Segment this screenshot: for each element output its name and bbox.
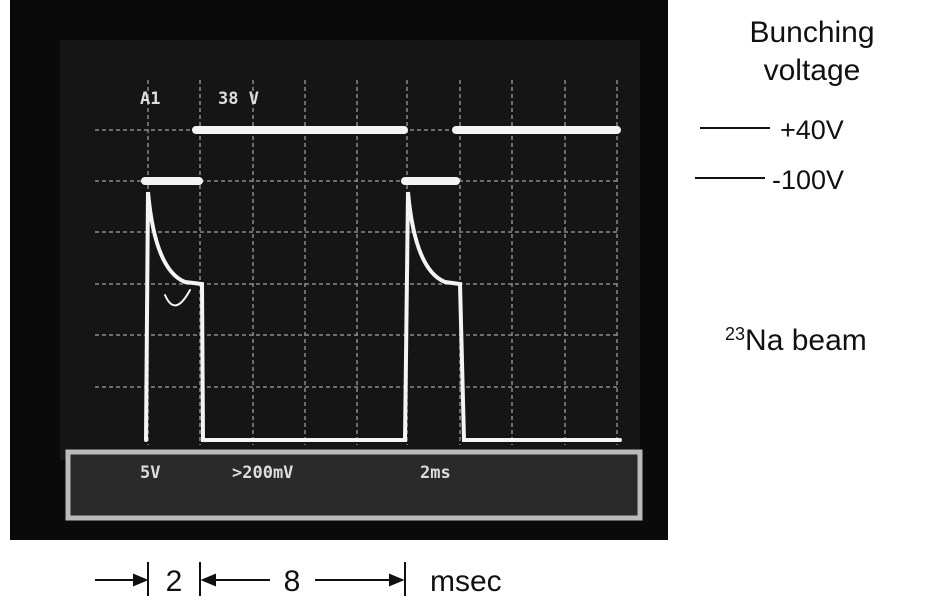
- beam-element: Na beam: [745, 324, 867, 357]
- level-label: -100V: [772, 165, 844, 195]
- beam-label: 23Na beam: [725, 324, 867, 357]
- graticule-area: [60, 40, 640, 460]
- timebase: 2ms: [420, 463, 451, 483]
- trigger-source: A1: [140, 89, 160, 109]
- level-label: +40V: [780, 115, 844, 145]
- trigger-level: 38 V: [218, 89, 259, 109]
- readout-panel: [65, 449, 643, 521]
- interval-label: 2: [166, 565, 183, 598]
- title-line: voltage: [764, 54, 861, 87]
- channel1-scale: 5V: [140, 463, 160, 483]
- timing-marks: [95, 562, 406, 596]
- time-unit: msec: [430, 565, 502, 598]
- interval-label: 8: [284, 565, 301, 598]
- title-line: Bunching: [749, 16, 874, 49]
- beam-mass: 23: [725, 324, 745, 344]
- traces: [141, 126, 622, 442]
- channel2-scale: >200mV: [232, 463, 293, 483]
